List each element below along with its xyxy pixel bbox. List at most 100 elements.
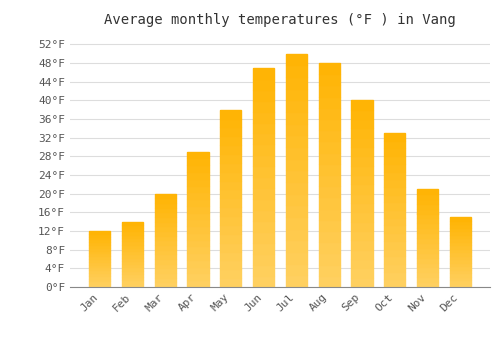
- Bar: [286, 54, 307, 287]
- Bar: [188, 199, 208, 206]
- Bar: [352, 166, 372, 175]
- Bar: [122, 228, 143, 231]
- Bar: [154, 208, 176, 212]
- Bar: [352, 175, 372, 184]
- Bar: [318, 164, 340, 175]
- Bar: [384, 172, 406, 179]
- Bar: [417, 277, 438, 282]
- Bar: [286, 194, 307, 205]
- Bar: [220, 243, 242, 252]
- Bar: [450, 256, 471, 259]
- Bar: [154, 259, 176, 264]
- Bar: [122, 254, 143, 258]
- Bar: [220, 216, 242, 225]
- Bar: [253, 177, 274, 188]
- Bar: [188, 179, 208, 186]
- Bar: [352, 240, 372, 250]
- Bar: [417, 248, 438, 253]
- Bar: [188, 165, 208, 172]
- Bar: [417, 199, 438, 204]
- Bar: [253, 243, 274, 254]
- Bar: [318, 265, 340, 276]
- Bar: [384, 179, 406, 187]
- Bar: [188, 219, 208, 226]
- Bar: [286, 112, 307, 124]
- Bar: [352, 119, 372, 128]
- Bar: [318, 220, 340, 231]
- Bar: [352, 110, 372, 119]
- Bar: [253, 133, 274, 145]
- Bar: [450, 266, 471, 270]
- Bar: [154, 278, 176, 282]
- Bar: [89, 237, 110, 239]
- Bar: [154, 240, 176, 245]
- Bar: [89, 265, 110, 267]
- Bar: [188, 280, 208, 287]
- Bar: [318, 97, 340, 108]
- Bar: [220, 119, 242, 127]
- Bar: [384, 156, 406, 164]
- Bar: [318, 242, 340, 253]
- Bar: [384, 202, 406, 210]
- Bar: [154, 273, 176, 278]
- Bar: [450, 273, 471, 276]
- Bar: [188, 192, 208, 199]
- Bar: [154, 194, 176, 287]
- Bar: [450, 248, 471, 252]
- Bar: [352, 100, 372, 287]
- Bar: [417, 189, 438, 287]
- Bar: [450, 238, 471, 242]
- Bar: [188, 240, 208, 246]
- Bar: [352, 147, 372, 156]
- Bar: [154, 236, 176, 240]
- Bar: [417, 262, 438, 267]
- Bar: [352, 259, 372, 268]
- Bar: [253, 122, 274, 133]
- Bar: [89, 270, 110, 273]
- Bar: [253, 68, 274, 287]
- Bar: [220, 278, 242, 287]
- Bar: [352, 278, 372, 287]
- Bar: [352, 156, 372, 166]
- Bar: [384, 210, 406, 218]
- Bar: [417, 218, 438, 223]
- Bar: [417, 238, 438, 243]
- Bar: [188, 267, 208, 273]
- Bar: [188, 246, 208, 253]
- Bar: [122, 264, 143, 267]
- Bar: [352, 138, 372, 147]
- Bar: [352, 250, 372, 259]
- Bar: [220, 198, 242, 207]
- Bar: [318, 197, 340, 209]
- Bar: [384, 233, 406, 241]
- Bar: [89, 281, 110, 284]
- Bar: [286, 252, 307, 264]
- Bar: [286, 170, 307, 182]
- Bar: [122, 241, 143, 245]
- Bar: [286, 275, 307, 287]
- Bar: [220, 189, 242, 198]
- Bar: [122, 261, 143, 264]
- Bar: [417, 214, 438, 218]
- Bar: [89, 267, 110, 270]
- Bar: [188, 233, 208, 240]
- Bar: [154, 203, 176, 208]
- Bar: [89, 253, 110, 256]
- Bar: [450, 224, 471, 228]
- Bar: [154, 226, 176, 231]
- Bar: [154, 250, 176, 254]
- Bar: [122, 277, 143, 280]
- Bar: [286, 264, 307, 275]
- Bar: [384, 279, 406, 287]
- Bar: [122, 284, 143, 287]
- Bar: [384, 195, 406, 202]
- Bar: [417, 267, 438, 272]
- Bar: [220, 163, 242, 172]
- Bar: [352, 100, 372, 110]
- Bar: [154, 212, 176, 217]
- Bar: [220, 207, 242, 216]
- Bar: [220, 110, 242, 287]
- Bar: [352, 184, 372, 194]
- Bar: [188, 159, 208, 165]
- Bar: [286, 147, 307, 159]
